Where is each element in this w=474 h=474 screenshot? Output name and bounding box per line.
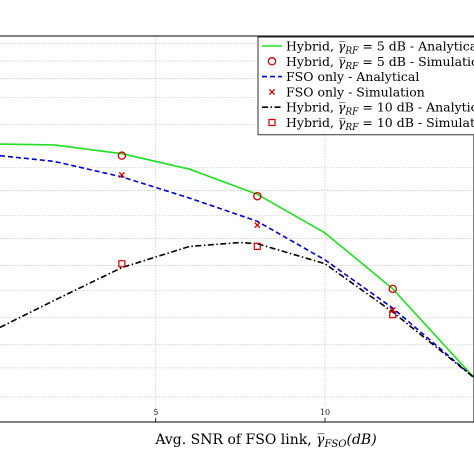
data-point-circle [117,151,127,160]
legend-label: FSO only - Simulation [286,84,425,99]
legend-swatch-x [268,88,276,95]
x-tick-label: 5 [153,408,158,417]
x-tick-label: 10 [320,408,330,417]
legend-label: Hybrid, γ̅RF = 10 dB - Simulation [286,115,474,133]
x-axis-label: Avg. SNR of FSO link, γ̅FSO(dB) [154,432,376,450]
data-point-x [118,171,125,179]
series-line-2 [0,154,474,379]
legend-label: Hybrid, γ̅RF = 5 dB - Analytical [286,39,474,57]
legend-label: FSO only - Analytical [286,69,419,84]
data-point-square [389,311,397,319]
series-line-0 [0,143,474,379]
legend: Hybrid, γ̅RF = 5 dB - AnalyticalHybrid, … [257,36,474,136]
x-ticks: 5 10 [153,408,330,422]
grid [0,36,474,422]
data-point-x [254,222,261,229]
data-point-square [253,242,261,250]
series-layer [0,143,474,379]
plot-frame [0,35,474,423]
data-point-circle [388,284,397,294]
legend-swatch-square [268,118,276,127]
legend-label: Hybrid, γ̅RF = 10 dB - Analytical [286,100,474,118]
series-line-4 [0,241,474,379]
legend-swatch-circle [267,57,277,66]
legend-box [257,36,474,136]
legend-label: Hybrid, γ̅RF = 5 dB - Simulation [286,54,474,72]
data-point-circle [253,191,262,201]
data-point-square [118,260,126,268]
